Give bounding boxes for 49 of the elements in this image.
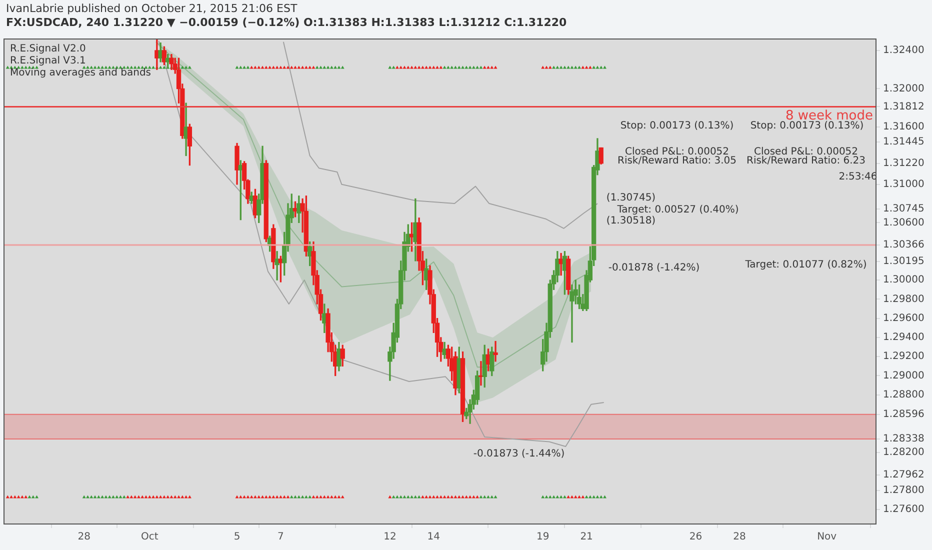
x-tick-label: 14 (427, 532, 440, 543)
y-tick-label: 1.30600 (883, 217, 924, 228)
y-tick-label: 1.29800 (883, 294, 924, 305)
y-tick-label: 1.28338 (883, 434, 924, 445)
x-tick-label: 21 (580, 532, 593, 543)
annotation: Target: 0.00527 (0.40%) (616, 204, 739, 216)
annotation: Risk/Reward Ratio: 3.05 (617, 156, 737, 167)
y-tick-label: 1.30195 (883, 256, 924, 268)
annotation: (1.30745) (606, 192, 656, 204)
annotation: (1.30518) (606, 216, 656, 227)
y-tick-label: 1.27600 (883, 504, 924, 516)
annotation: -0.01878 (-1.42%) (608, 262, 700, 274)
annotation: -0.01873 (-1.44%) (473, 448, 565, 460)
y-tick-label: 1.30745 (883, 203, 924, 214)
y-tick-label: 1.28800 (883, 389, 924, 400)
y-tick-label: 1.32400 (883, 45, 924, 56)
y-tick-label: 1.29600 (883, 312, 924, 324)
annotation: Stop: 0.00173 (0.13%) (620, 120, 734, 132)
y-tick-label: 1.28200 (883, 446, 924, 458)
annotation: Moving averages and bands (10, 68, 151, 79)
y-tick-label: 1.31000 (883, 179, 924, 190)
y-tick-label: 1.30366 (883, 240, 924, 251)
annotation: R.E.Signal V3.1 (10, 56, 86, 67)
chart-subtitle: FX:USDCAD, 240 1.31220 ▼ −0.00159 (−0.12%) O:1.31383 H:1.31383 L:1.31212 C:1.31220 (6, 16, 567, 30)
y-tick-label: 1.27800 (883, 485, 924, 496)
x-tick-label: Oct (140, 532, 158, 543)
y-tick-label: 1.31220 (883, 158, 924, 169)
y-tick-label: 1.28596 (883, 408, 924, 420)
y-tick-label: 1.27962 (883, 470, 924, 481)
chart-title: IvanLabrie published on October 21, 2015 21:06 EST (6, 2, 298, 16)
y-tick-label: 1.31600 (883, 122, 924, 133)
x-tick-label: 7 (278, 532, 284, 543)
x-tick-label: 26 (689, 532, 702, 543)
annotation: Risk/Reward Ratio: 6.23 (746, 156, 866, 167)
annotation: R.E.Signal V2.0 (10, 44, 86, 55)
x-tick-label: Nov (817, 532, 837, 543)
y-tick-label: 1.30000 (883, 274, 924, 286)
y-tick-label: 1.31812 (883, 101, 924, 112)
x-tick-label: 28 (733, 532, 746, 543)
y-tick-label: 1.29000 (883, 370, 924, 382)
x-tick-label: 12 (384, 532, 396, 543)
y-tick-label: 1.29200 (883, 351, 924, 362)
x-tick-label: 28 (78, 532, 90, 543)
y-tick-label: 1.31445 (883, 136, 924, 148)
y-tick-label: 1.29400 (883, 332, 924, 344)
y-tick-label: 1.32000 (883, 83, 924, 94)
annotation: Target: 0.01077 (0.82%) (744, 260, 867, 271)
x-tick-label: 5 (234, 532, 240, 543)
x-tick-label: 19 (536, 532, 550, 543)
